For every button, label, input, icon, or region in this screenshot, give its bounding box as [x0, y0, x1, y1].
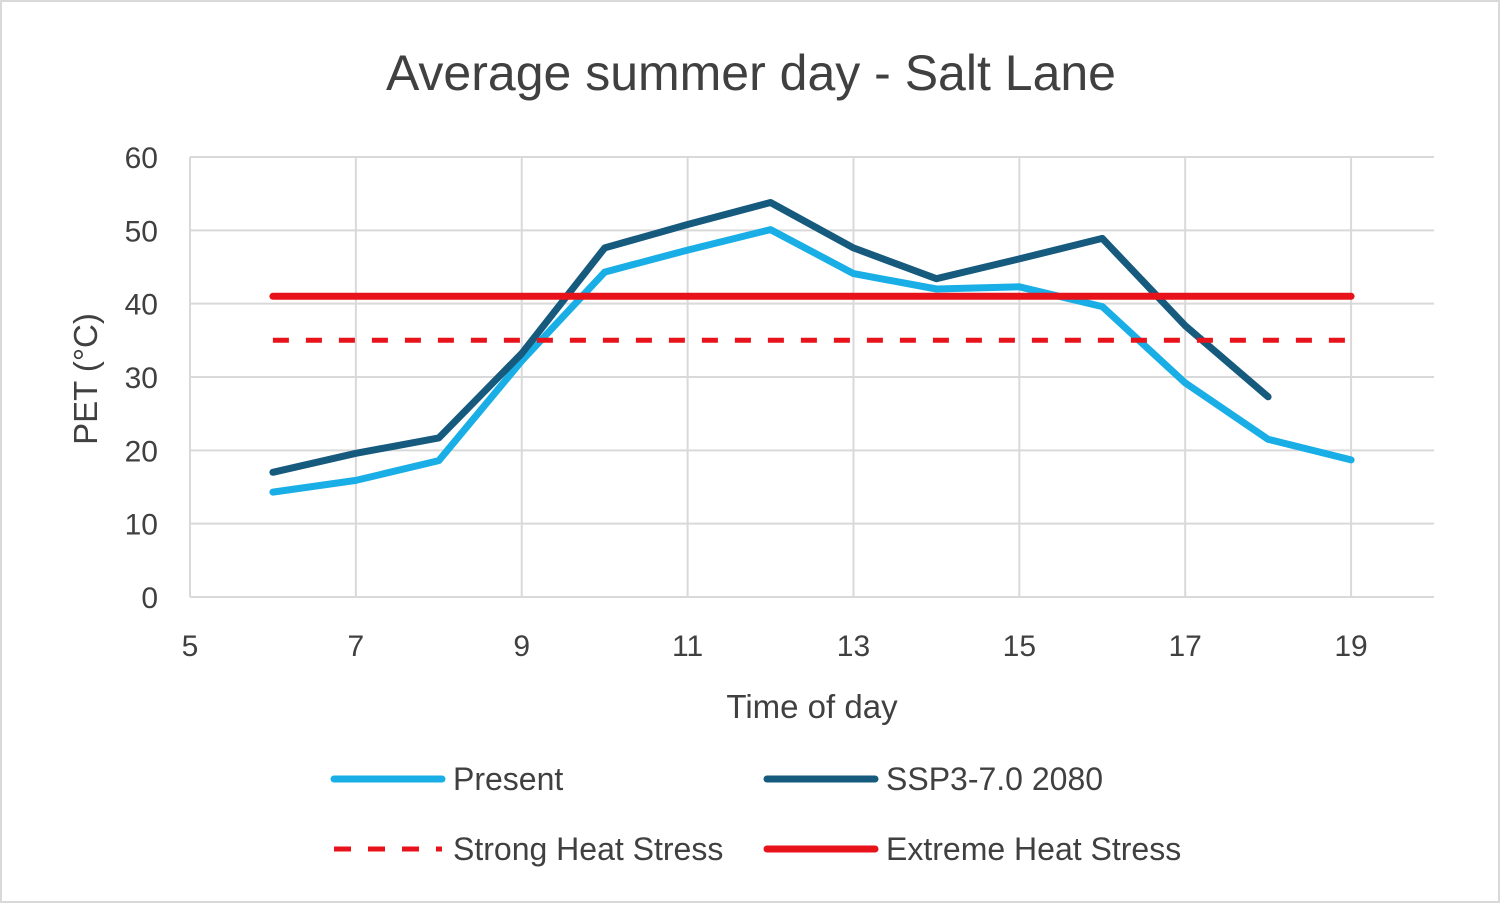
- y-axis-title: PET (°C): [67, 313, 104, 445]
- y-tick-label-30: 30: [125, 362, 158, 395]
- series-layer: [269, 199, 1355, 496]
- x-tick-label-17: 17: [1169, 630, 1202, 663]
- x-tick-label-7: 7: [348, 630, 365, 663]
- x-tick-label-9: 9: [513, 630, 530, 663]
- y-tick-label-0: 0: [141, 582, 158, 615]
- x-tick-label-15: 15: [1003, 630, 1036, 663]
- grid-layer: [189, 156, 1434, 598]
- y-tick-label-20: 20: [125, 435, 158, 468]
- axis-layer: 0 10 20 30 40 50 60 5 7 9 11 13 15 17 19: [125, 142, 1368, 663]
- y-tick-label-50: 50: [125, 215, 158, 248]
- x-axis-title: Time of day: [726, 688, 898, 725]
- y-tick-label-40: 40: [125, 289, 158, 322]
- legend-label-strong-heat-stress: Strong Heat Stress: [453, 831, 723, 867]
- series-line-present: [269, 226, 1355, 496]
- y-tick-label-10: 10: [125, 509, 158, 542]
- legend-label-extreme-heat-stress: Extreme Heat Stress: [886, 831, 1181, 867]
- x-tick-label-13: 13: [837, 630, 870, 663]
- x-tick-label-5: 5: [182, 630, 199, 663]
- chart-title: Average summer day - Salt Lane: [386, 45, 1116, 101]
- x-tick-label-11: 11: [672, 630, 703, 663]
- series-line-ssp3-7-0-2080: [269, 199, 1272, 476]
- y-tick-label-60: 60: [125, 142, 158, 175]
- legend-label-ssp3-7-0-2080: SSP3-7.0 2080: [886, 761, 1103, 797]
- legend: Present SSP3-7.0 2080 Strong Heat Stress Ex…: [330, 761, 1181, 867]
- legend-label-present: Present: [453, 761, 563, 797]
- x-tick-label-19: 19: [1334, 630, 1367, 663]
